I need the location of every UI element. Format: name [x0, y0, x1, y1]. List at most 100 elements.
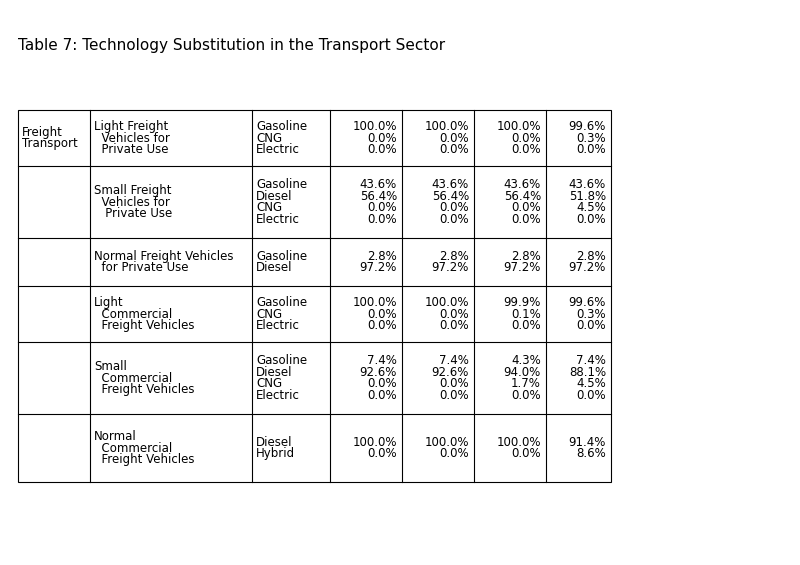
Text: 0.0%: 0.0%	[367, 213, 397, 226]
Text: 43.6%: 43.6%	[569, 178, 606, 191]
Text: 2.8%: 2.8%	[367, 250, 397, 263]
Text: CNG: CNG	[256, 132, 282, 145]
Text: 0.0%: 0.0%	[576, 389, 606, 402]
Text: 97.2%: 97.2%	[360, 262, 397, 275]
Text: CNG: CNG	[256, 201, 282, 214]
Text: 0.0%: 0.0%	[576, 213, 606, 226]
Text: 56.4%: 56.4%	[504, 190, 541, 203]
Text: Gasoline: Gasoline	[256, 250, 307, 263]
Text: Vehicles for: Vehicles for	[94, 195, 170, 208]
Text: 43.6%: 43.6%	[360, 178, 397, 191]
Text: 99.6%: 99.6%	[569, 120, 606, 133]
Text: 0.0%: 0.0%	[439, 319, 469, 332]
Text: Gasoline: Gasoline	[256, 120, 307, 133]
Text: 0.0%: 0.0%	[439, 213, 469, 226]
Text: 94.0%: 94.0%	[504, 366, 541, 379]
Text: Gasoline: Gasoline	[256, 295, 307, 308]
Text: Hybrid: Hybrid	[256, 447, 295, 460]
Text: Small Freight: Small Freight	[94, 184, 171, 197]
Text: 0.0%: 0.0%	[439, 377, 469, 390]
Text: 51.8%: 51.8%	[569, 190, 606, 203]
Text: 100.0%: 100.0%	[497, 436, 541, 449]
Text: Commercial: Commercial	[94, 372, 172, 385]
Text: Freight Vehicles: Freight Vehicles	[94, 319, 194, 332]
Text: 0.0%: 0.0%	[439, 307, 469, 320]
Text: Diesel: Diesel	[256, 366, 293, 379]
Text: 92.6%: 92.6%	[360, 366, 397, 379]
Text: 56.4%: 56.4%	[432, 190, 469, 203]
Text: 0.0%: 0.0%	[439, 144, 469, 157]
Text: 97.2%: 97.2%	[504, 262, 541, 275]
Text: Light: Light	[94, 295, 124, 308]
Text: 0.0%: 0.0%	[511, 132, 541, 145]
Text: 7.4%: 7.4%	[576, 354, 606, 367]
Text: 0.0%: 0.0%	[511, 389, 541, 402]
Text: Electric: Electric	[256, 213, 300, 226]
Text: 0.0%: 0.0%	[367, 447, 397, 460]
Text: 0.0%: 0.0%	[367, 319, 397, 332]
Text: 0.3%: 0.3%	[576, 132, 606, 145]
Text: 0.0%: 0.0%	[367, 389, 397, 402]
Text: Diesel: Diesel	[256, 190, 293, 203]
Text: 2.8%: 2.8%	[439, 250, 469, 263]
Text: 0.3%: 0.3%	[576, 307, 606, 320]
Text: CNG: CNG	[256, 377, 282, 390]
Text: 99.9%: 99.9%	[504, 295, 541, 308]
Text: 0.0%: 0.0%	[576, 319, 606, 332]
Text: 0.0%: 0.0%	[367, 377, 397, 390]
Text: Freight Vehicles: Freight Vehicles	[94, 453, 194, 466]
Text: 97.2%: 97.2%	[569, 262, 606, 275]
Text: 100.0%: 100.0%	[353, 295, 397, 308]
Text: 0.0%: 0.0%	[439, 201, 469, 214]
Text: Table 7: Technology Substitution in the Transport Sector: Table 7: Technology Substitution in the …	[18, 38, 445, 53]
Text: 0.0%: 0.0%	[367, 132, 397, 145]
Text: Gasoline: Gasoline	[256, 178, 307, 191]
Text: Electric: Electric	[256, 319, 300, 332]
Text: 100.0%: 100.0%	[425, 295, 469, 308]
Text: Normal: Normal	[94, 430, 137, 443]
Text: 1.7%: 1.7%	[511, 377, 541, 390]
Text: 0.0%: 0.0%	[576, 144, 606, 157]
Text: 7.4%: 7.4%	[367, 354, 397, 367]
Text: Freight Vehicles: Freight Vehicles	[94, 383, 194, 396]
Bar	[18, 110, 611, 482]
Text: 7.4%: 7.4%	[439, 354, 469, 367]
Text: 88.1%: 88.1%	[569, 366, 606, 379]
Text: Commercial: Commercial	[94, 307, 172, 320]
Text: 56.4%: 56.4%	[360, 190, 397, 203]
Text: Vehicles for: Vehicles for	[94, 132, 170, 145]
Text: 0.0%: 0.0%	[511, 213, 541, 226]
Text: 0.0%: 0.0%	[439, 389, 469, 402]
Text: 91.4%: 91.4%	[569, 436, 606, 449]
Text: 100.0%: 100.0%	[353, 436, 397, 449]
Text: 4.5%: 4.5%	[576, 377, 606, 390]
Text: Private Use: Private Use	[94, 207, 172, 220]
Text: Commercial: Commercial	[94, 441, 172, 454]
Text: Transport: Transport	[22, 137, 78, 150]
Text: 100.0%: 100.0%	[425, 120, 469, 133]
Text: 100.0%: 100.0%	[497, 120, 541, 133]
Text: Electric: Electric	[256, 389, 300, 402]
Text: 4.5%: 4.5%	[576, 201, 606, 214]
Text: Diesel: Diesel	[256, 262, 293, 275]
Text: 0.0%: 0.0%	[367, 201, 397, 214]
Text: 0.0%: 0.0%	[511, 319, 541, 332]
Text: CNG: CNG	[256, 307, 282, 320]
Text: 8.6%: 8.6%	[576, 447, 606, 460]
Text: 0.0%: 0.0%	[439, 132, 469, 145]
Text: Electric: Electric	[256, 144, 300, 157]
Text: for Private Use: for Private Use	[94, 262, 189, 275]
Text: 4.3%: 4.3%	[511, 354, 541, 367]
Text: Normal Freight Vehicles: Normal Freight Vehicles	[94, 250, 234, 263]
Text: 92.6%: 92.6%	[432, 366, 469, 379]
Text: 0.0%: 0.0%	[511, 447, 541, 460]
Text: 97.2%: 97.2%	[432, 262, 469, 275]
Text: 0.0%: 0.0%	[511, 144, 541, 157]
Text: 2.8%: 2.8%	[511, 250, 541, 263]
Text: Private Use: Private Use	[94, 144, 169, 157]
Text: 43.6%: 43.6%	[504, 178, 541, 191]
Text: 0.0%: 0.0%	[367, 307, 397, 320]
Text: 2.8%: 2.8%	[576, 250, 606, 263]
Text: 0.0%: 0.0%	[367, 144, 397, 157]
Text: Gasoline: Gasoline	[256, 354, 307, 367]
